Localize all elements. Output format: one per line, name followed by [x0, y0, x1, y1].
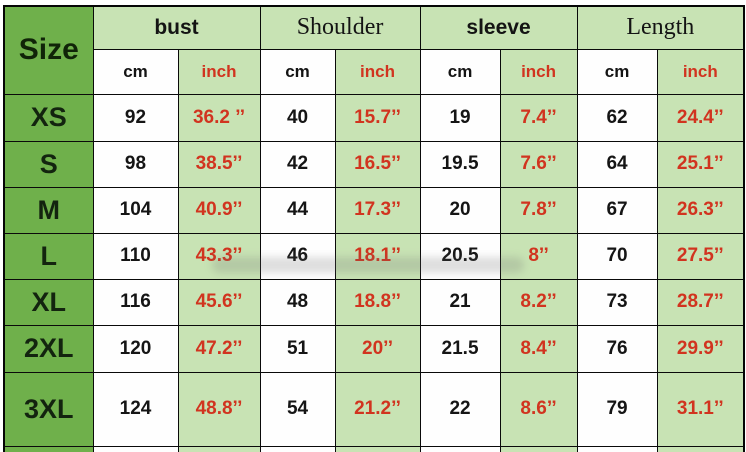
bust-cm-header: cm	[92, 48, 179, 95]
l-sleeve-inch: 8’’	[499, 232, 578, 280]
2xl-bust-inch: 47.2’’	[177, 324, 261, 373]
xs-sleeve-inch: 7.4’’	[499, 93, 578, 142]
s-bust-inch: 38.5’’	[177, 140, 261, 188]
m-bust-inch: 40.9’’	[177, 186, 261, 234]
xl-sleeve-cm: 21	[419, 278, 501, 326]
xl-bust-inch: 45.6’’	[177, 278, 261, 326]
size-label-2xl: 2XL	[3, 324, 94, 373]
2xl-length-inch: 29.9’’	[656, 324, 745, 373]
size-label-xs: XS	[3, 93, 94, 142]
3xl-sleeve-inch: 8.6’’	[499, 371, 578, 447]
table-row-s: S 98 38.5’’ 42 16.5’’ 19.5 7.6’’ 64 25.1…	[3, 140, 745, 188]
group-header-row: Size bust Shoulder sleeve Length	[3, 5, 745, 95]
s-bust-cm: 98	[92, 140, 179, 188]
xs-sleeve-cm: 19	[419, 93, 501, 142]
partial-clipped-row	[3, 445, 745, 452]
3xl-shoulder-cm: 54	[259, 371, 336, 447]
size-label-s: S	[3, 140, 94, 188]
sleeve-inch-header: inch	[499, 48, 578, 95]
3xl-sleeve-cm: 22	[419, 371, 501, 447]
s-length-inch: 25.1’’	[656, 140, 745, 188]
l-shoulder-inch: 18.1’’	[334, 232, 421, 280]
size-chart-table: Size bust Shoulder sleeve Length cm inch…	[3, 5, 746, 452]
xs-length-cm: 62	[576, 93, 658, 142]
table-row-xl: XL 116 45.6’’ 48 18.8’’ 21 8.2’’ 73 28.7…	[3, 278, 745, 326]
3xl-bust-cm: 124	[92, 371, 179, 447]
length-cm-header: cm	[576, 48, 658, 95]
m-sleeve-inch: 7.8’’	[499, 186, 578, 234]
2xl-shoulder-cm: 51	[259, 324, 336, 373]
length-inch-header: inch	[656, 48, 745, 95]
l-length-inch: 27.5’’	[656, 232, 745, 280]
size-column-header: Size	[3, 5, 94, 95]
2xl-sleeve-cm: 21.5	[419, 324, 501, 373]
partial-cell	[576, 445, 658, 452]
xl-shoulder-cm: 48	[259, 278, 336, 326]
l-length-cm: 70	[576, 232, 658, 280]
3xl-shoulder-inch: 21.2’’	[334, 371, 421, 447]
partial-cell	[499, 445, 578, 452]
size-label-3xl: 3XL	[3, 371, 94, 447]
l-shoulder-cm: 46	[259, 232, 336, 280]
table-row-3xl: 3XL 124 48.8’’ 54 21.2’’ 22 8.6’’ 79 31.…	[3, 371, 745, 447]
table-row-xs: XS 92 36.2 ’’ 40 15.7’’ 19 7.4’’ 62 24.4…	[3, 93, 745, 142]
partial-cell	[419, 445, 501, 452]
xs-bust-cm: 92	[92, 93, 179, 142]
sleeve-group-header: sleeve	[419, 5, 578, 50]
xs-length-inch: 24.4’’	[656, 93, 745, 142]
m-length-inch: 26.3’’	[656, 186, 745, 234]
xs-bust-inch: 36.2 ’’	[177, 93, 261, 142]
xl-length-cm: 73	[576, 278, 658, 326]
xl-shoulder-inch: 18.8’’	[334, 278, 421, 326]
s-sleeve-cm: 19.5	[419, 140, 501, 188]
m-shoulder-inch: 17.3’’	[334, 186, 421, 234]
2xl-length-cm: 76	[576, 324, 658, 373]
shoulder-cm-header: cm	[259, 48, 336, 95]
bust-inch-header: inch	[177, 48, 261, 95]
xl-bust-cm: 116	[92, 278, 179, 326]
l-bust-inch: 43.3’’	[177, 232, 261, 280]
shoulder-group-header: Shoulder	[259, 5, 421, 50]
s-shoulder-cm: 42	[259, 140, 336, 188]
table-row-m: M 104 40.9’’ 44 17.3’’ 20 7.8’’ 67 26.3’…	[3, 186, 745, 234]
partial-cell	[259, 445, 336, 452]
l-sleeve-cm: 20.5	[419, 232, 501, 280]
partial-cell	[334, 445, 421, 452]
bust-group-header: bust	[92, 5, 261, 50]
partial-cell	[177, 445, 261, 452]
table-row-2xl: 2XL 120 47.2’’ 51 20’’ 21.5 8.4’’ 76 29.…	[3, 324, 745, 373]
3xl-length-inch: 31.1’’	[656, 371, 745, 447]
3xl-length-cm: 79	[576, 371, 658, 447]
m-shoulder-cm: 44	[259, 186, 336, 234]
partial-cell	[656, 445, 745, 452]
xs-shoulder-inch: 15.7’’	[334, 93, 421, 142]
size-label-m: M	[3, 186, 94, 234]
m-length-cm: 67	[576, 186, 658, 234]
2xl-shoulder-inch: 20’’	[334, 324, 421, 373]
m-bust-cm: 104	[92, 186, 179, 234]
size-label-l: L	[3, 232, 94, 280]
2xl-bust-cm: 120	[92, 324, 179, 373]
xs-shoulder-cm: 40	[259, 93, 336, 142]
unit-header-row: cm inch cm inch cm inch cm inch	[4, 48, 745, 95]
sleeve-cm-header: cm	[419, 48, 501, 95]
s-sleeve-inch: 7.6’’	[499, 140, 578, 188]
length-group-header: Length	[576, 5, 745, 50]
3xl-bust-inch: 48.8’’	[177, 371, 261, 447]
xl-length-inch: 28.7’’	[656, 278, 745, 326]
size-label-xl: XL	[3, 278, 94, 326]
xl-sleeve-inch: 8.2’’	[499, 278, 578, 326]
s-shoulder-inch: 16.5’’	[334, 140, 421, 188]
table-row-l: L 110 43.3’’ 46 18.1’’ 20.5 8’’ 70 27.5’…	[3, 232, 745, 280]
m-sleeve-cm: 20	[419, 186, 501, 234]
partial-cell	[92, 445, 179, 452]
s-length-cm: 64	[576, 140, 658, 188]
partial-size-cell	[3, 445, 94, 452]
shoulder-inch-header: inch	[334, 48, 421, 95]
l-bust-cm: 110	[92, 232, 179, 280]
2xl-sleeve-inch: 8.4’’	[499, 324, 578, 373]
